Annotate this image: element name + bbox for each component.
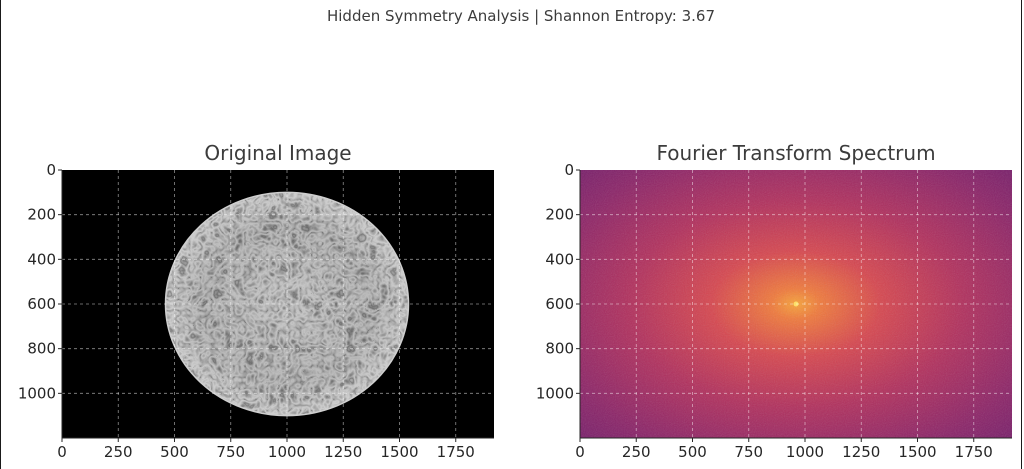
y-tick-label: 800	[27, 340, 56, 358]
x-tick-label: 1500	[380, 443, 418, 461]
figure-suptitle: Hidden Symmetry Analysis | Shannon Entro…	[327, 7, 715, 25]
panel1-title: Original Image	[204, 141, 351, 165]
x-tick-label: 0	[57, 443, 67, 461]
x-tick-label: 1750	[437, 443, 475, 461]
y-tick-label: 200	[27, 206, 56, 224]
x-tick-label: 250	[622, 443, 651, 461]
x-tick-label: 1250	[842, 443, 880, 461]
x-tick-label: 1000	[268, 443, 306, 461]
y-tick-label: 600	[545, 295, 574, 313]
x-tick-label: 1750	[955, 443, 993, 461]
y-tick-label: 0	[46, 161, 56, 179]
x-tick-label: 1500	[898, 443, 936, 461]
x-tick-label: 250	[104, 443, 133, 461]
x-tick-label: 0	[575, 443, 585, 461]
y-tick-label: 800	[545, 340, 574, 358]
x-tick-label: 1000	[786, 443, 824, 461]
x-tick-label: 1250	[324, 443, 362, 461]
panel2-plot: 0 250 500 750 1000 1250 1500 1750 0 200 400 600 800 1…	[536, 161, 1012, 461]
panel1-plot: 0 250 500 750 1000 1250 1500 1750 0 200 400 600 800 1…	[18, 161, 494, 461]
y-tick-label: 1000	[536, 384, 574, 402]
panel2-title: Fourier Transform Spectrum	[656, 141, 935, 165]
y-tick-label: 1000	[18, 384, 56, 402]
y-tick-label: 400	[27, 250, 56, 268]
y-tick-label: 0	[564, 161, 574, 179]
x-tick-label: 750	[734, 443, 763, 461]
x-tick-label: 500	[160, 443, 189, 461]
y-tick-label: 400	[545, 250, 574, 268]
x-tick-label: 750	[216, 443, 245, 461]
y-tick-label: 200	[545, 206, 574, 224]
y-tick-label: 600	[27, 295, 56, 313]
x-tick-label: 500	[678, 443, 707, 461]
